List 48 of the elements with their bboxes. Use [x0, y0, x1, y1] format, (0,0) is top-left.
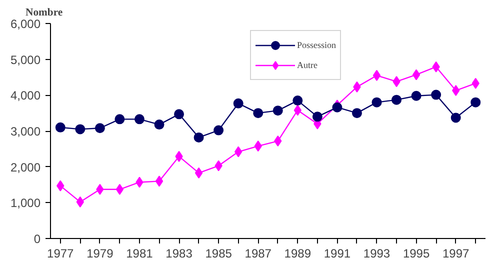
point	[450, 112, 461, 123]
point	[194, 132, 204, 142]
point	[155, 176, 164, 187]
point	[233, 98, 244, 108]
point	[312, 112, 322, 122]
point	[214, 125, 224, 136]
point	[114, 114, 125, 124]
point	[154, 120, 164, 130]
point	[292, 96, 303, 106]
point	[116, 184, 124, 195]
y-tick-label: 5,000	[10, 52, 41, 67]
point	[75, 124, 86, 134]
point	[194, 167, 203, 178]
y-tick-label: 1,000	[10, 196, 41, 210]
legend-label: Autre	[297, 60, 318, 70]
x-tick-label: 1995	[402, 246, 430, 260]
point	[332, 102, 342, 112]
x-tick-label: 1983	[166, 246, 193, 260]
x-tick-label: 1985	[205, 246, 232, 260]
y-tick-label: 4,000	[10, 88, 41, 103]
x-tick-label: 1991	[324, 246, 351, 260]
point	[55, 122, 66, 132]
point	[372, 70, 381, 81]
x-tick-label: 1977	[47, 246, 74, 260]
point	[272, 106, 283, 116]
point	[470, 97, 481, 108]
y-tick-label: 2,000	[10, 160, 41, 174]
x-tick-label: 1987	[244, 246, 272, 260]
y-tick-label: 0	[34, 232, 41, 246]
y-tick-label: 6,000	[10, 17, 41, 31]
point	[392, 94, 402, 105]
y-axis-title: Nombre	[26, 8, 63, 18]
point	[352, 108, 362, 118]
point	[431, 90, 442, 100]
x-tick-label: 1981	[126, 246, 154, 260]
y-tick-label: 3,000	[10, 124, 41, 138]
point	[412, 69, 420, 80]
x-tick-label: 1989	[284, 246, 312, 260]
point	[174, 109, 184, 120]
point	[253, 108, 264, 118]
x-tick-label: 1997	[442, 246, 470, 260]
point	[134, 114, 144, 124]
legend-label: Possession	[297, 40, 336, 50]
point	[411, 90, 422, 101]
x-tick-label: 1993	[363, 246, 390, 260]
point	[94, 123, 105, 134]
x-tick-label: 1979	[86, 246, 114, 260]
point	[372, 97, 382, 108]
